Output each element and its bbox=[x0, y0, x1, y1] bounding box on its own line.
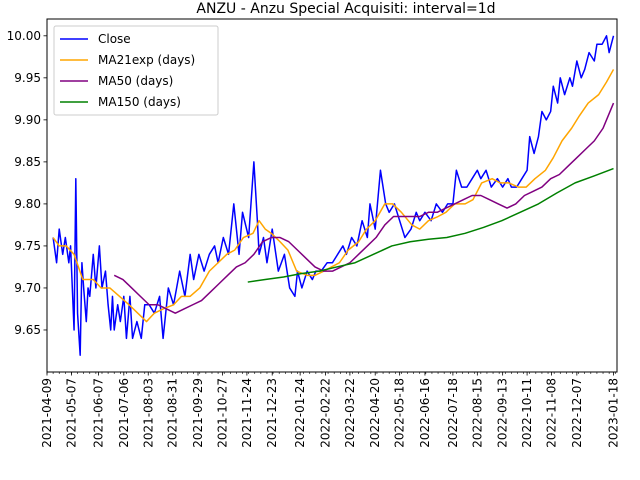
series-line-close bbox=[52, 35, 615, 356]
x-tick-label: 2021-05-07 bbox=[64, 378, 78, 448]
legend-box bbox=[53, 25, 219, 116]
series-layer bbox=[52, 35, 615, 356]
x-tick-label: 2022-05-18 bbox=[393, 378, 407, 448]
y-tick-label: 9.65 bbox=[14, 323, 41, 337]
x-tick-label: 2021-08-03 bbox=[141, 378, 155, 448]
x-tick-label: 2021-12-23 bbox=[265, 378, 279, 448]
x-tick-label: 2021-10-27 bbox=[215, 378, 229, 448]
x-tick-label: 2021-04-09 bbox=[40, 378, 54, 448]
x-tick-label: 2021-08-31 bbox=[166, 378, 180, 448]
x-tick-label: 2022-06-16 bbox=[418, 378, 432, 448]
x-tick-label: 2022-04-20 bbox=[368, 378, 382, 448]
y-tick-label: 9.85 bbox=[14, 155, 41, 169]
x-tick-label: 2023-01-18 bbox=[607, 378, 621, 448]
chart-title: ANZU - Anzu Special Acquisiti: interval=… bbox=[196, 1, 495, 17]
x-tick-label: 2022-12-07 bbox=[570, 378, 584, 448]
x-tick-label: 2021-07-06 bbox=[117, 378, 131, 448]
x-tick-label: 2022-03-22 bbox=[343, 378, 357, 448]
series-line-ma50-days bbox=[113, 102, 615, 314]
y-axis: 9.65 9.70 9.75 9.80 9.85 9.90 9.95 10.00 bbox=[7, 29, 47, 337]
series-line-ma150-days bbox=[247, 167, 614, 283]
plot-frame bbox=[46, 18, 618, 373]
x-tick-label: 2021-11-24 bbox=[240, 378, 254, 448]
x-tick-label: 2022-01-24 bbox=[293, 378, 307, 448]
y-tick-label: 9.70 bbox=[14, 281, 41, 295]
y-tick-label: 9.80 bbox=[14, 197, 41, 211]
legend-label: Close bbox=[98, 32, 131, 46]
legend-label: MA21exp (days) bbox=[98, 53, 195, 67]
y-tick-label: 9.75 bbox=[14, 239, 41, 253]
x-tick-label: 2022-07-18 bbox=[446, 378, 460, 448]
x-tick-label: 2022-11-08 bbox=[545, 378, 559, 448]
x-tick-label: 2022-02-22 bbox=[318, 378, 332, 448]
y-tick-label: 9.90 bbox=[14, 113, 41, 127]
x-tick-label: 2022-09-13 bbox=[496, 378, 510, 448]
x-tick-label: 2022-10-11 bbox=[520, 378, 534, 448]
x-tick-label: 2022-08-15 bbox=[470, 378, 484, 448]
y-tick-label: 10.00 bbox=[7, 29, 41, 43]
legend: Close MA21exp (days) MA50 (days) MA150 (day… bbox=[53, 25, 219, 116]
legend-label: MA50 (days) bbox=[98, 74, 173, 88]
x-tick-label: 2021-09-29 bbox=[191, 378, 205, 448]
y-tick-label: 9.95 bbox=[14, 71, 41, 85]
x-axis: 2021-04-09 2021-05-07 2021-06-07 2021-07-06… bbox=[40, 372, 621, 448]
legend-label: MA150 (days) bbox=[98, 95, 181, 109]
x-tick-label: 2021-06-07 bbox=[92, 378, 106, 448]
